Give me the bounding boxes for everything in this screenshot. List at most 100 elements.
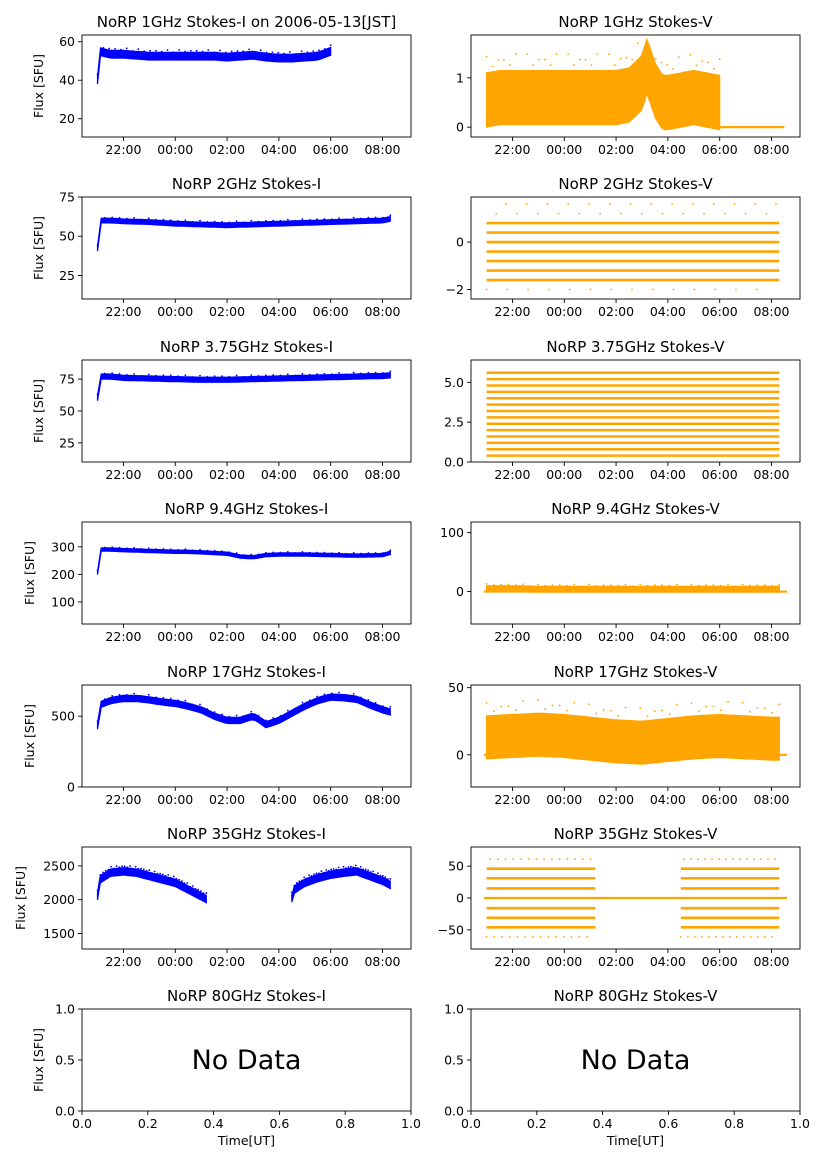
y-tick-label: 0.5 xyxy=(444,1053,464,1068)
data-point xyxy=(264,719,267,722)
data-point xyxy=(235,552,238,554)
data-point xyxy=(155,696,157,699)
data-point xyxy=(711,858,713,861)
data-point xyxy=(132,867,134,870)
data-point xyxy=(111,546,114,549)
data-point xyxy=(288,51,291,53)
y-tick-label: 50 xyxy=(448,859,464,874)
data-point xyxy=(492,584,495,586)
x-tick-label: 04:00 xyxy=(650,142,686,157)
data-point xyxy=(727,583,729,586)
data-point xyxy=(595,712,598,715)
data-point xyxy=(107,868,110,871)
chart-title: NoRP 17GHz Stokes-I xyxy=(167,663,326,681)
data-point xyxy=(566,709,568,712)
data-point xyxy=(338,372,340,374)
data-point xyxy=(624,583,627,586)
data-point xyxy=(206,220,209,223)
y-tick-label: 0.0 xyxy=(444,455,464,470)
x-tick-label: 06:00 xyxy=(702,629,738,644)
data-point xyxy=(581,858,584,861)
data-point xyxy=(640,212,643,215)
x-tick-label: 06:00 xyxy=(702,142,738,157)
y-tick-label: 0 xyxy=(456,747,464,762)
data-point xyxy=(213,220,216,223)
x-tick-label: 06:00 xyxy=(313,467,349,482)
chart-title: NoRP 35GHz Stokes-V xyxy=(554,825,719,843)
x-tick-label: 0.6 xyxy=(658,1116,678,1131)
x-tick-label: 00:00 xyxy=(157,142,193,157)
data-point xyxy=(617,584,620,587)
y-tick-label: 20 xyxy=(59,111,75,126)
data-point xyxy=(313,873,315,876)
y-tick-label: 1500 xyxy=(43,926,75,941)
data-point xyxy=(520,69,523,72)
data-point xyxy=(756,584,759,586)
data-point xyxy=(735,288,737,291)
axes-frame xyxy=(81,521,412,625)
data-point xyxy=(578,935,581,938)
data-point xyxy=(573,583,576,586)
data-point xyxy=(272,551,275,554)
data-point xyxy=(695,64,698,67)
data-point xyxy=(701,60,704,63)
chart-title: NoRP 3.75GHz Stokes-I xyxy=(160,338,333,356)
x-tick-label: 02:00 xyxy=(598,954,634,969)
data-point xyxy=(264,374,267,377)
data-point xyxy=(588,703,590,706)
data-point xyxy=(294,219,297,222)
y-tick-label: 1.0 xyxy=(55,1002,75,1017)
x-tick-label: 04:00 xyxy=(650,467,686,482)
data-point xyxy=(728,935,731,938)
data-point xyxy=(703,212,705,215)
data-point xyxy=(389,370,392,373)
data-point xyxy=(374,552,377,554)
data-point xyxy=(580,715,583,718)
data-point xyxy=(140,374,143,377)
data-point xyxy=(108,47,111,50)
x-tick-label: 04:00 xyxy=(261,629,297,644)
data-point xyxy=(489,858,492,861)
data-point xyxy=(352,692,355,695)
data-point xyxy=(485,55,488,58)
data-point xyxy=(654,57,657,60)
y-tick-label: 2.5 xyxy=(444,415,464,430)
data-point xyxy=(580,585,583,588)
data-point xyxy=(485,935,488,938)
data-point xyxy=(123,865,126,868)
data-point xyxy=(172,51,175,54)
data-point xyxy=(294,707,297,710)
data-point xyxy=(213,375,216,378)
subplot-5: 22:00 00:00 02:00 04:00 06:00 08:00 25 50 75 NoRP… xyxy=(31,338,412,482)
x-tick-label: 0.6 xyxy=(269,1116,289,1131)
data-point xyxy=(111,372,114,375)
data-point xyxy=(300,879,303,882)
data-point xyxy=(162,218,165,221)
x-tick-label: 22:00 xyxy=(494,304,530,319)
data-point xyxy=(323,48,326,50)
x-tick-label: 00:00 xyxy=(157,304,193,319)
x-tick-label: 02:00 xyxy=(209,792,245,807)
data-point xyxy=(257,375,260,377)
data-point xyxy=(316,218,318,221)
data-point xyxy=(131,50,134,52)
data-point xyxy=(690,702,693,705)
data-point xyxy=(650,203,653,206)
data-point xyxy=(360,696,362,699)
data-point xyxy=(118,372,121,375)
data-point xyxy=(602,69,605,72)
data-point xyxy=(639,707,642,710)
data-point xyxy=(584,58,587,61)
data-point xyxy=(377,872,379,875)
x-tick-label: 22:00 xyxy=(105,629,141,644)
data-point xyxy=(303,876,306,879)
data-series xyxy=(96,44,332,85)
data-point xyxy=(137,867,140,870)
data-point xyxy=(178,49,181,51)
data-point xyxy=(555,935,557,938)
data-point xyxy=(507,583,510,586)
data-point xyxy=(362,868,365,871)
data-point xyxy=(134,865,137,868)
data-series xyxy=(483,699,788,765)
data-point xyxy=(250,219,253,222)
